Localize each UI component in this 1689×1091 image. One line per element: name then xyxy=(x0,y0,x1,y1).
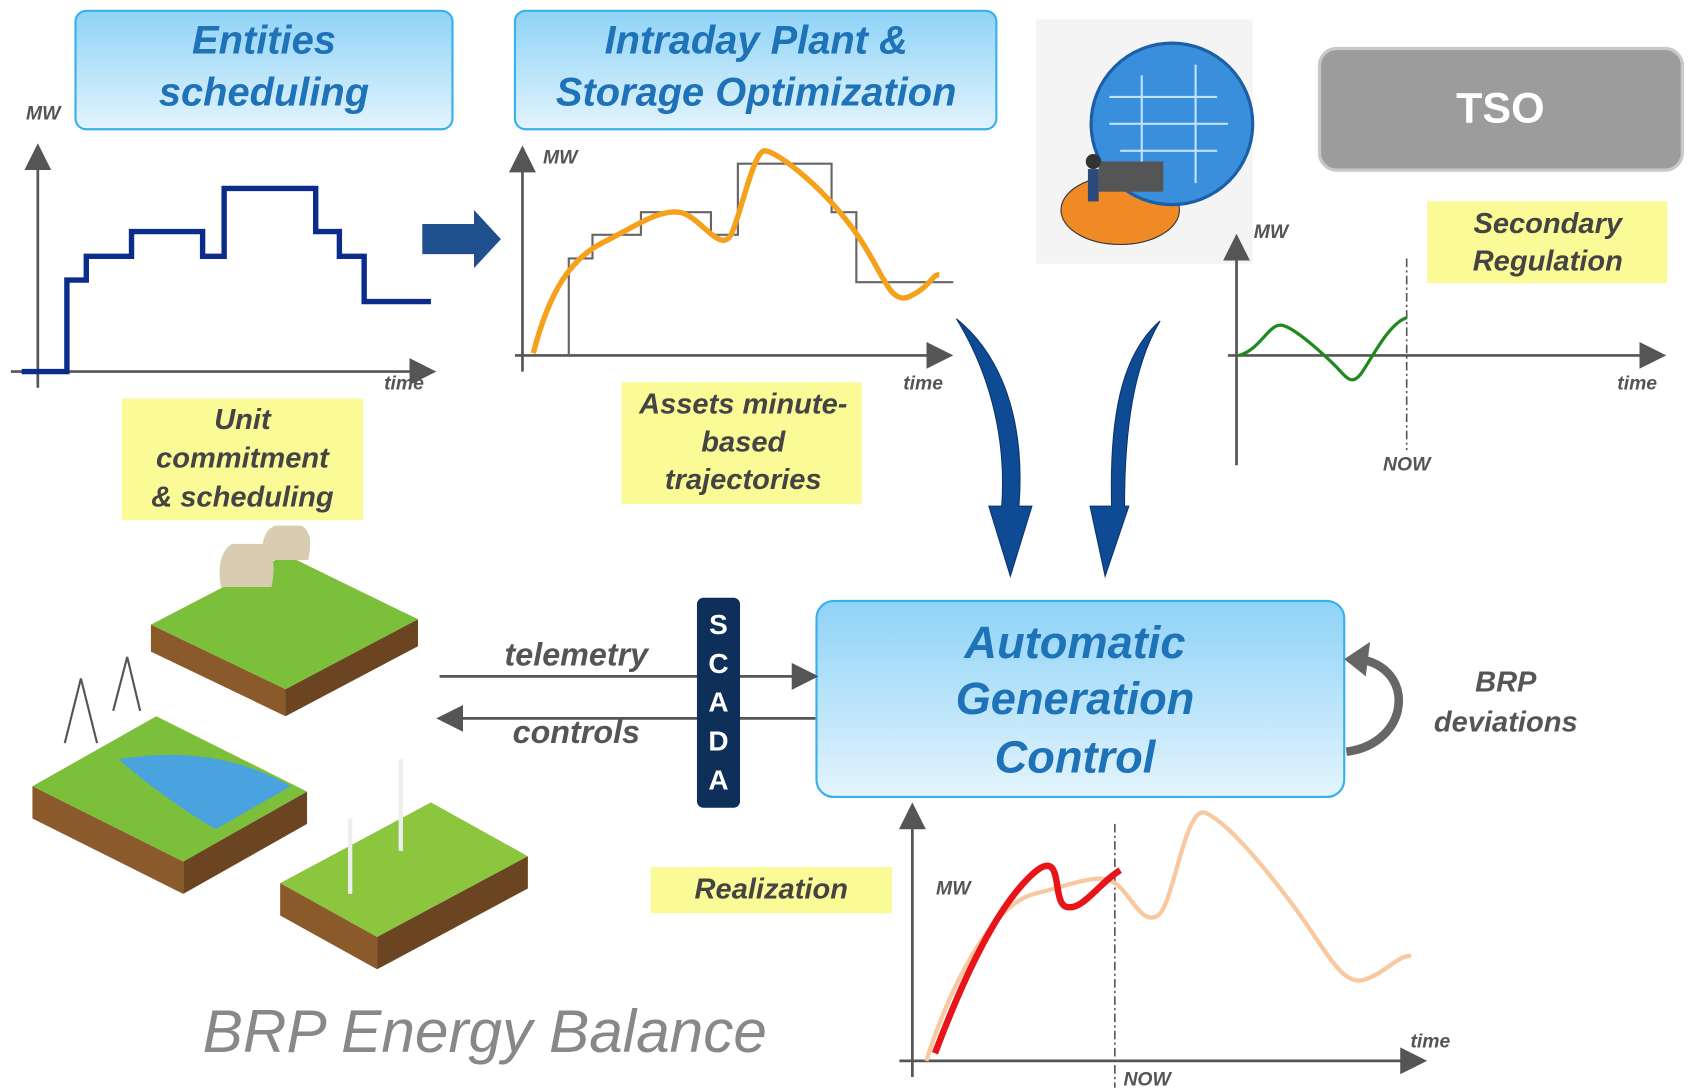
axis-label: MW xyxy=(936,878,972,900)
note-text: Regulation xyxy=(1473,245,1623,277)
marker-label: NOW xyxy=(1123,1068,1172,1090)
box-text: Generation xyxy=(956,673,1195,724)
schedule-chart: MW time xyxy=(11,102,431,394)
note-text: commitment xyxy=(156,443,330,475)
axis-label: time xyxy=(1617,373,1657,395)
scada-letter: C xyxy=(708,648,728,679)
axis-label: MW xyxy=(543,146,579,168)
control-room-icon xyxy=(1036,19,1252,263)
arrow-head xyxy=(1344,642,1370,676)
box-text: Control xyxy=(995,731,1157,782)
realization-chart: MW time NOW xyxy=(899,808,1450,1091)
axis-label: MW xyxy=(26,102,62,124)
note-text: trajectories xyxy=(665,464,822,496)
note-text: & scheduling xyxy=(151,481,334,513)
note-text: based xyxy=(701,426,786,458)
note-text: Assets minute- xyxy=(638,389,847,421)
note-text: Realization xyxy=(695,873,848,905)
arrow xyxy=(1090,321,1160,576)
box-text: Intraday Plant & xyxy=(605,19,908,63)
note-text: BRP xyxy=(1475,667,1537,699)
scada-letter: A xyxy=(708,764,728,795)
scada-letter: A xyxy=(708,687,728,718)
link-label: controls xyxy=(513,714,640,750)
scada-letter: S xyxy=(709,609,728,640)
diagram: Entities scheduling Intraday Plant & Sto… xyxy=(0,0,1689,1091)
note-text: Unit xyxy=(214,404,272,436)
axis-label: time xyxy=(384,373,424,395)
box-text: TSO xyxy=(1456,84,1545,132)
intraday-chart: MW time xyxy=(515,146,953,394)
scada-letter: D xyxy=(708,726,728,757)
link-label: telemetry xyxy=(505,637,651,673)
plants-illustration xyxy=(32,526,527,970)
footer-title: BRP Energy Balance xyxy=(203,997,767,1065)
box-text: scheduling xyxy=(159,70,369,114)
box-text: Automatic xyxy=(963,617,1185,668)
axis-label: time xyxy=(1410,1031,1450,1053)
loop-arrow xyxy=(1346,659,1398,752)
arrow xyxy=(422,210,501,268)
note-text: Secondary xyxy=(1473,208,1623,240)
box-text: Storage Optimization xyxy=(556,70,957,114)
axis-label: time xyxy=(903,373,943,395)
marker-label: NOW xyxy=(1383,453,1432,475)
axis-label: MW xyxy=(1254,221,1290,243)
note-text: deviations xyxy=(1434,706,1578,738)
box-text: Entities xyxy=(192,19,336,63)
arrow xyxy=(957,319,1032,576)
